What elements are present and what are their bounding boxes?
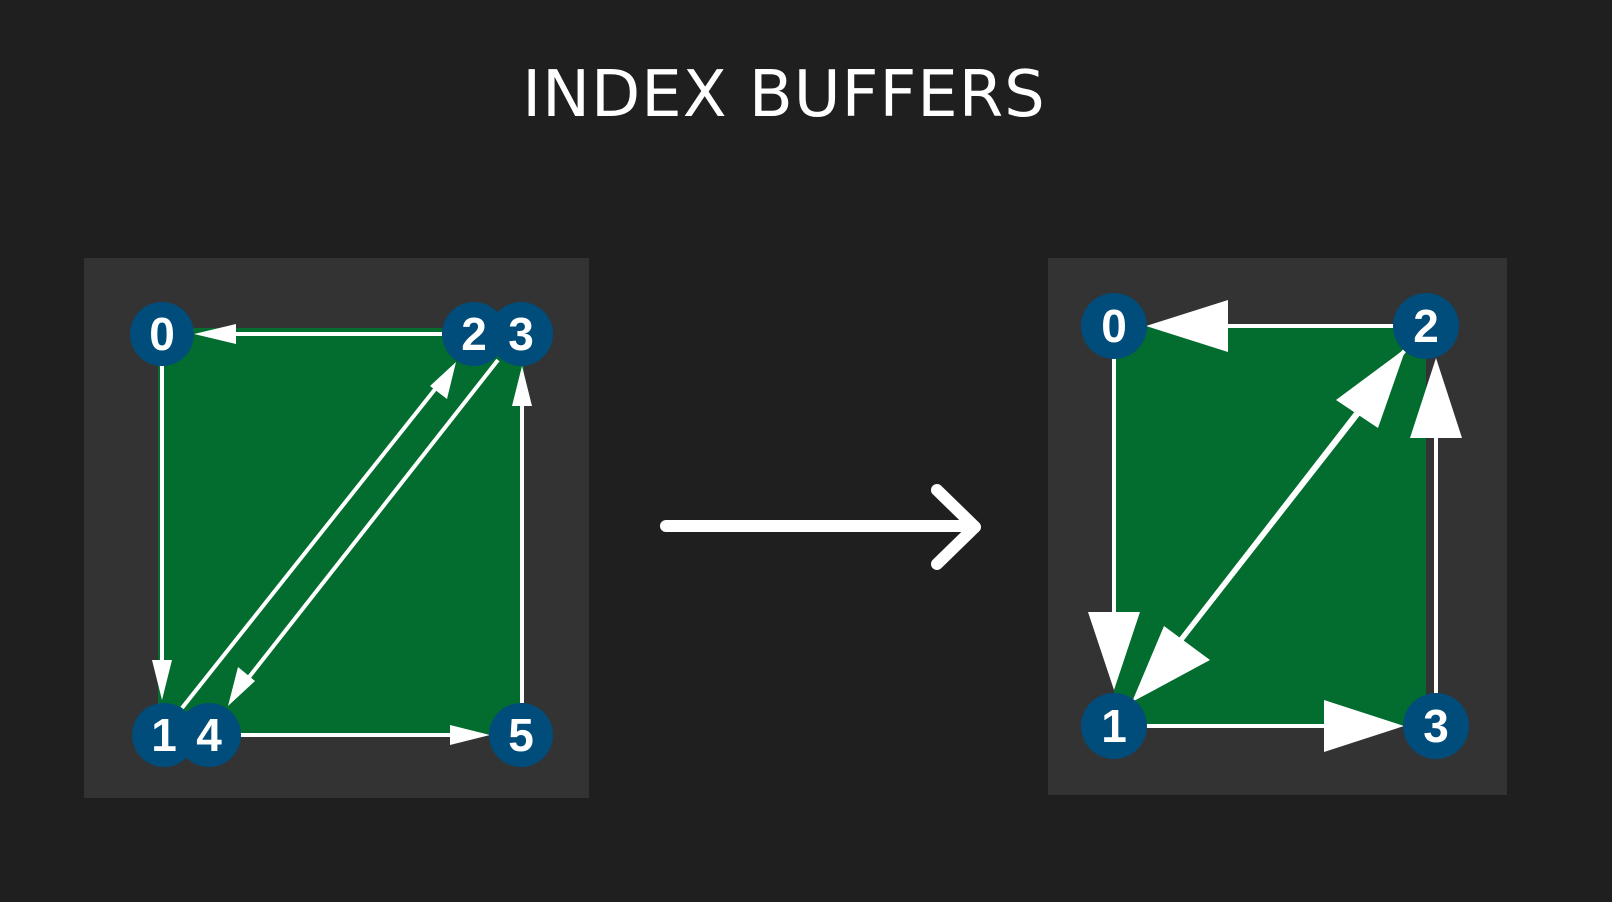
left-vertex-3: 3 — [489, 302, 553, 366]
right-vertex-2: 2 — [1393, 293, 1459, 359]
left-vertex-3-label: 3 — [508, 308, 534, 360]
left-vertex-0-label: 0 — [149, 308, 175, 360]
left-vertex-5: 5 — [489, 703, 553, 767]
right-vertex-3: 3 — [1403, 693, 1469, 759]
right-arrow-icon — [660, 484, 981, 570]
right-vertex-1: 1 — [1081, 693, 1147, 759]
left-arrowhead-2 — [430, 362, 456, 399]
left-edges — [152, 324, 532, 745]
right-vertex-0: 0 — [1081, 293, 1147, 359]
left-arrowhead-3 — [512, 366, 532, 406]
left-edge-3-4 — [244, 358, 500, 683]
left-vertices: 0 2 3 1 4 — [130, 302, 553, 767]
left-vertex-0: 0 — [130, 302, 194, 366]
right-diagram: 0 2 1 3 — [1048, 258, 1507, 795]
right-vertex-3-label: 3 — [1423, 700, 1449, 752]
left-vertex-4: 4 — [177, 703, 241, 767]
right-arrowhead-1 — [1088, 612, 1140, 690]
right-arrowhead-2b — [1410, 358, 1462, 438]
left-arrowhead-0 — [194, 324, 236, 344]
left-diagram: 0 2 3 1 4 — [84, 258, 589, 798]
right-vertices: 0 2 1 3 — [1081, 293, 1469, 759]
left-vertex-1: 1 — [132, 703, 196, 767]
right-vertex-2-label: 2 — [1413, 300, 1439, 352]
right-edges — [1088, 300, 1462, 752]
left-vertex-5-label: 5 — [508, 709, 534, 761]
slide-title: INDEX BUFFERS — [522, 58, 1046, 132]
left-arrowhead-1 — [152, 660, 172, 700]
left-arrowhead-4 — [228, 667, 255, 706]
right-arrowhead-2 — [1336, 348, 1406, 428]
right-arrowhead-3 — [1324, 700, 1404, 752]
right-arrowhead-1b — [1132, 626, 1210, 702]
right-arrowhead-0 — [1146, 300, 1228, 352]
left-arrowhead-5 — [450, 725, 490, 745]
left-quad — [158, 328, 524, 734]
left-vertex-1-label: 1 — [151, 709, 177, 761]
right-edge-2-1 — [1178, 348, 1407, 642]
left-vertex-4-label: 4 — [196, 709, 222, 761]
left-vertex-2: 2 — [442, 302, 506, 366]
left-vertex-2-label: 2 — [461, 308, 487, 360]
right-vertex-0-label: 0 — [1101, 300, 1127, 352]
right-vertex-1-label: 1 — [1101, 700, 1127, 752]
left-edge-1-2 — [180, 386, 438, 710]
